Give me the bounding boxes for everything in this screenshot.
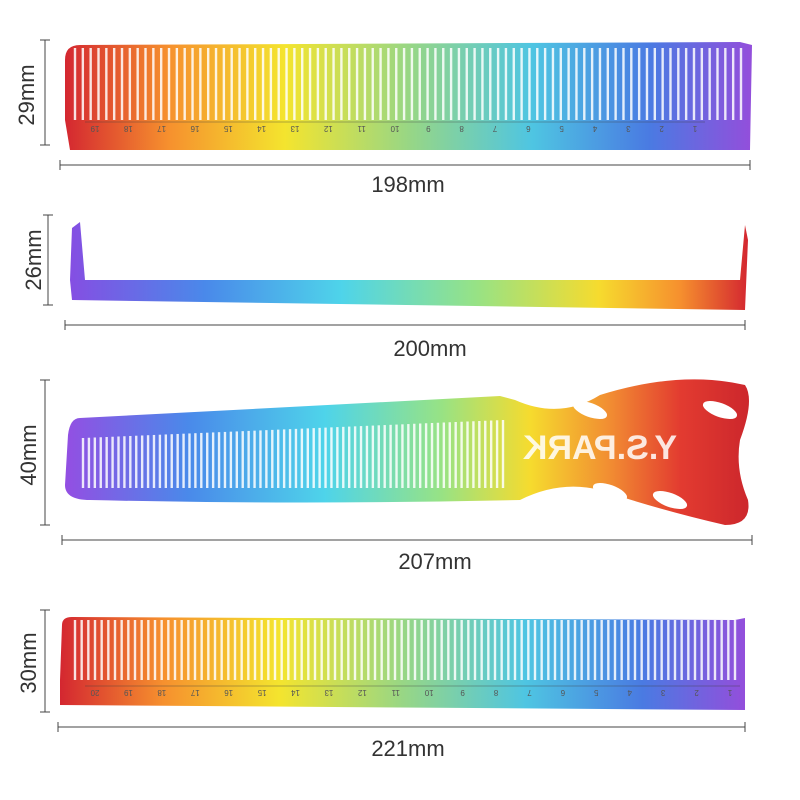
comb-body [65,42,752,150]
height-label: 40mm [16,424,41,485]
ruler-number: 6 [560,688,565,697]
length-label: 200mm [393,336,466,361]
handle-hole [592,482,628,502]
ruler-number: 1 [727,688,732,697]
brand-text: Y.S.PARK [522,429,677,467]
handle-hole [652,490,688,510]
handle-hole [572,400,608,420]
ruler-number: 11 [391,688,400,697]
ruler-number: 8 [459,124,464,133]
ruler-number: 4 [627,688,632,697]
ruler-number: 5 [559,124,564,133]
ruler-number: 19 [123,688,132,697]
ruler-number: 7 [527,688,532,697]
ruler-number: 2 [659,124,664,133]
ruler-number: 1 [692,124,697,133]
length-label: 198mm [371,172,444,197]
ruler-number: 10 [390,124,399,133]
ruler-number: 14 [291,688,300,697]
comb-body [65,379,749,525]
ruler-number: 12 [357,688,366,697]
ruler-number: 19 [90,124,99,133]
ruler-number: 18 [123,124,132,133]
ruler-number: 11 [357,124,366,133]
comb: 26mm 200mm [21,214,748,361]
ruler-number: 9 [426,124,431,133]
ruler-number: 16 [190,124,199,133]
ruler-number: 10 [424,688,433,697]
ruler-number: 6 [526,124,531,133]
ruler-number: 7 [492,124,497,133]
height-label: 30mm [16,632,41,693]
comb: 20 19 18 17 16 15 14 13 12 11 10 9 8 7 6 5 4 3 2 1 30mm 221mm [16,609,746,761]
ruler-number: 13 [290,124,299,133]
ruler-number: 5 [594,688,599,697]
ruler-number: 2 [694,688,699,697]
ruler-number: 4 [592,124,597,133]
ruler-number: 20 [90,688,99,697]
ruler-number: 9 [460,688,465,697]
ruler-number: 13 [324,688,333,697]
length-label: 207mm [398,549,471,574]
ruler-number: 17 [190,688,199,697]
ruler-number: 3 [660,688,665,697]
ruler-number: 17 [157,124,166,133]
ruler-number: 18 [157,688,166,697]
ruler-number: 12 [323,124,332,133]
comb: 19 18 17 16 15 14 13 12 11 10 9 8 7 6 5 4 3 2 1 29mm 198mm [14,39,752,197]
ruler-number: 8 [493,688,498,697]
ruler-number: 16 [224,688,233,697]
ruler-number: 14 [257,124,266,133]
ruler-number: 15 [223,124,232,133]
combs: 19 18 17 16 15 14 13 12 11 10 9 8 7 6 5 4 3 2 129mm198mm26… [14,39,753,761]
comb-body [70,222,748,310]
height-label: 26mm [21,229,46,290]
handle-hole [702,400,738,420]
ruler-number: 15 [257,688,266,697]
length-label: 221mm [371,736,444,761]
comb: Y.S.PARK 40mm 207mm [16,379,753,574]
height-label: 29mm [14,64,39,125]
ruler-number: 3 [626,124,631,133]
